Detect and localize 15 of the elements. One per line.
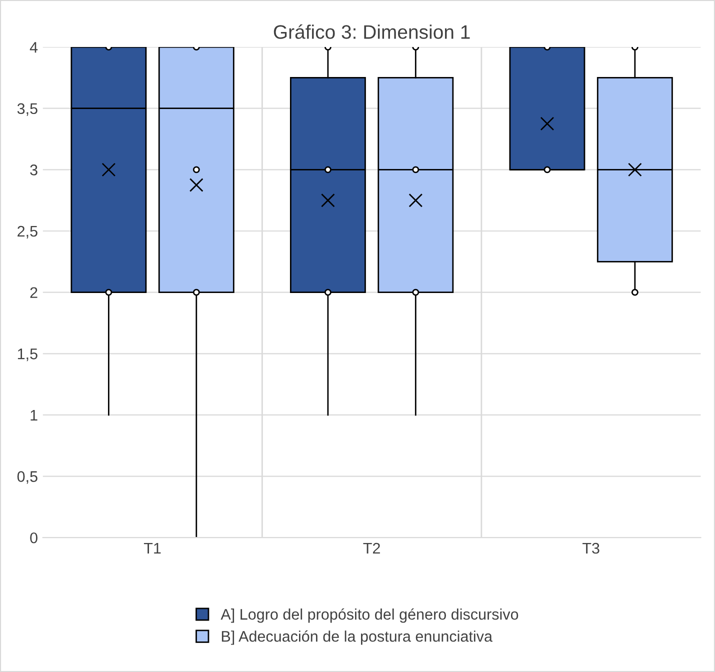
y-tick-label: 0 (30, 532, 38, 544)
x-tick-label: T3 (582, 542, 600, 554)
y-tick-label: 4 (30, 42, 38, 53)
legend-label: A] Logro del propósito del género discursivo (220, 608, 518, 623)
y-tick-label: 2,5 (18, 226, 38, 238)
y-tick-label: 3,5 (17, 103, 38, 116)
x-tick-label: T1 (144, 543, 161, 554)
y-tick-label: 2 (30, 287, 38, 298)
y-tick-label: 1,5 (18, 348, 38, 362)
legend-label: B] Adecuación de la postura enunciativa (222, 630, 492, 645)
x-tick-label: T2 (363, 542, 380, 554)
y-tick-label: 0,5 (17, 471, 38, 484)
chart-title: Gráfico 3: Dimension 1 (274, 24, 470, 39)
y-tick-label: 3 (30, 164, 38, 176)
y-tick-label: 1 (30, 410, 38, 420)
